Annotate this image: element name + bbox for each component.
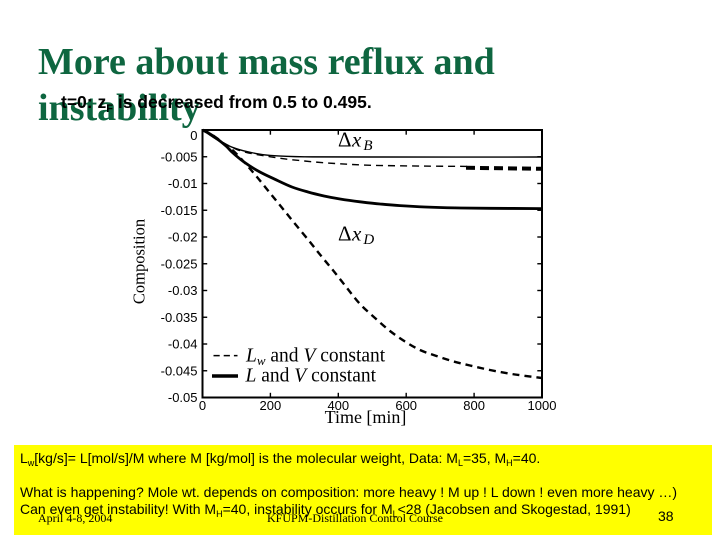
svg-text:600: 600 bbox=[395, 398, 417, 413]
svg-text:-0.045: -0.045 bbox=[161, 363, 198, 378]
svg-text:0: 0 bbox=[199, 398, 206, 413]
svg-text:Time [min]: Time [min] bbox=[325, 407, 407, 427]
svg-text:-0.01: -0.01 bbox=[168, 176, 198, 191]
svg-text:ΔxB: Δx B bbox=[338, 128, 373, 155]
svg-text:Lw and V constant: Lw and V constant bbox=[245, 346, 386, 369]
svg-text:-0.035: -0.035 bbox=[161, 310, 198, 325]
svg-text:ΔxD: Δx D bbox=[338, 222, 374, 249]
svg-text:L and V constant: L and V constant bbox=[245, 365, 377, 386]
svg-text:200: 200 bbox=[260, 398, 282, 413]
svg-text:-0.025: -0.025 bbox=[161, 256, 198, 271]
svg-text:-0.02: -0.02 bbox=[168, 230, 198, 245]
svg-text:1000: 1000 bbox=[528, 398, 557, 413]
svg-text:-0.015: -0.015 bbox=[161, 203, 198, 218]
svg-text:-0.005: -0.005 bbox=[161, 149, 198, 164]
svg-text:0: 0 bbox=[190, 128, 197, 143]
svg-text:400: 400 bbox=[327, 398, 349, 413]
svg-text:800: 800 bbox=[463, 398, 485, 413]
svg-text:-0.04: -0.04 bbox=[168, 337, 198, 352]
svg-text:-0.03: -0.03 bbox=[168, 283, 198, 298]
svg-text:Composition: Composition bbox=[130, 219, 149, 304]
svg-text:-0.05: -0.05 bbox=[168, 390, 198, 405]
